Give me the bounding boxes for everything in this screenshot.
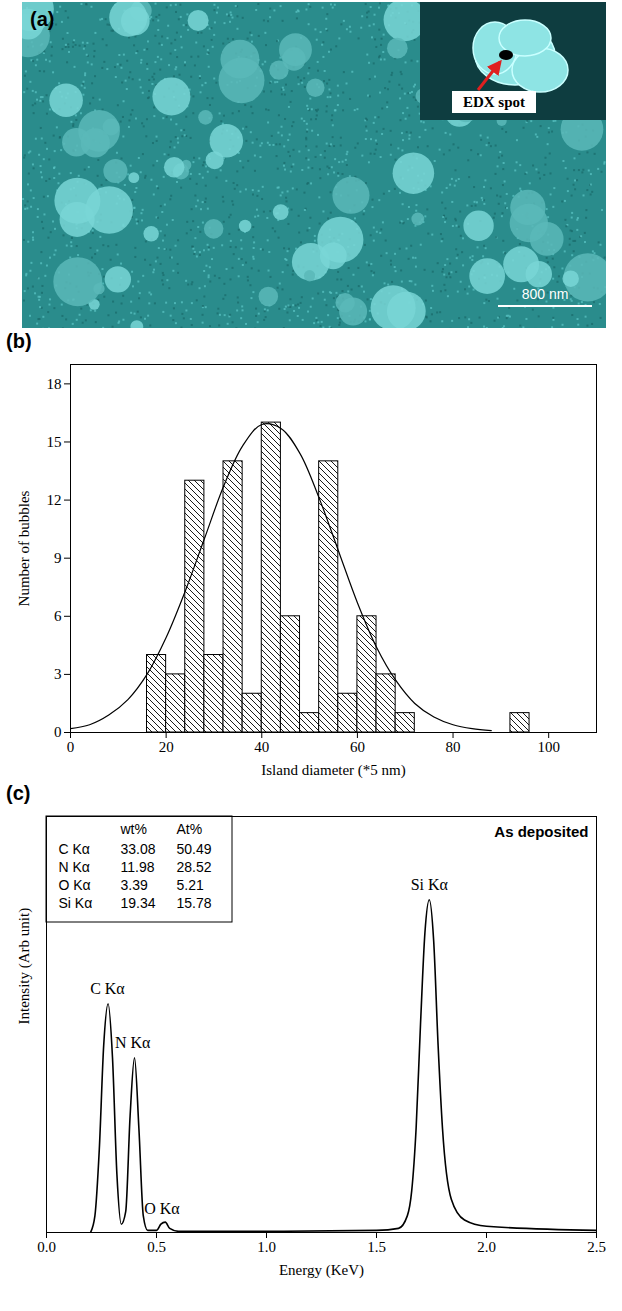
svg-text:Number of bubbles: Number of bubbles (16, 490, 32, 606)
svg-text:N Kα: N Kα (115, 1034, 151, 1051)
svg-text:Intensity (Arb unit): Intensity (Arb unit) (16, 908, 33, 1025)
svg-text:At%: At% (177, 821, 203, 837)
svg-text:15.78: 15.78 (177, 895, 212, 911)
svg-text:800 nm: 800 nm (522, 286, 569, 302)
svg-text:40: 40 (254, 739, 269, 755)
svg-text:O Kα: O Kα (144, 1200, 180, 1217)
html-text:(c): (c) (6, 782, 31, 804)
svg-text:2.5: 2.5 (587, 1239, 606, 1255)
svg-text:100: 100 (537, 739, 560, 755)
svg-text:1.0: 1.0 (257, 1239, 276, 1255)
svg-text:0.5: 0.5 (147, 1239, 166, 1255)
svg-text:N Kα: N Kα (59, 859, 90, 875)
svg-text:50.49: 50.49 (177, 841, 212, 857)
svg-text:Si Kα: Si Kα (59, 895, 93, 911)
html-text:(b): (b) (6, 330, 32, 352)
svg-text:As deposited: As deposited (494, 823, 588, 840)
svg-text:Island diameter (*5 nm): Island diameter (*5 nm) (261, 762, 406, 779)
svg-text:(a): (a) (30, 8, 54, 30)
svg-text:3: 3 (54, 666, 62, 682)
svg-text:6: 6 (54, 608, 62, 624)
svg-text:Si Kα: Si Kα (411, 876, 449, 893)
svg-text:15: 15 (47, 434, 62, 450)
svg-text:33.08: 33.08 (121, 841, 156, 857)
svg-text:Energy (KeV): Energy (KeV) (279, 1262, 364, 1279)
svg-text:0: 0 (67, 739, 75, 755)
svg-text:18: 18 (47, 376, 62, 392)
svg-text:80: 80 (446, 739, 461, 755)
svg-text:20: 20 (159, 739, 174, 755)
svg-text:12: 12 (47, 492, 62, 508)
svg-text:wt%: wt% (120, 821, 147, 837)
svg-text:O Kα: O Kα (59, 877, 91, 893)
svg-text:C Kα: C Kα (59, 841, 90, 857)
svg-text:19.34: 19.34 (121, 895, 156, 911)
svg-text:9: 9 (54, 550, 62, 566)
svg-text:C Kα: C Kα (90, 980, 125, 997)
svg-text:5.21: 5.21 (177, 877, 204, 893)
svg-text:2.0: 2.0 (477, 1239, 496, 1255)
svg-text:EDX spot: EDX spot (463, 94, 525, 110)
svg-text:28.52: 28.52 (177, 859, 212, 875)
svg-text:1.5: 1.5 (367, 1239, 386, 1255)
svg-text:0.0: 0.0 (37, 1239, 56, 1255)
svg-text:0: 0 (54, 724, 62, 740)
svg-text:11.98: 11.98 (121, 859, 155, 875)
svg-text:60: 60 (350, 739, 365, 755)
svg-text:3.39: 3.39 (121, 877, 148, 893)
